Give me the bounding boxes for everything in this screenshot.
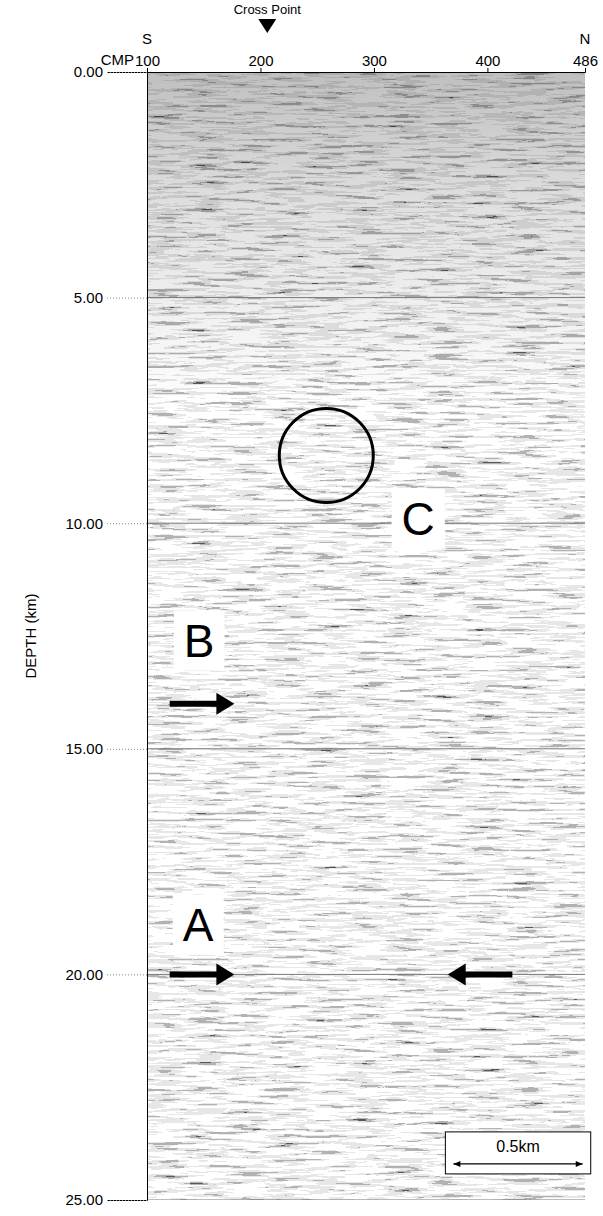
y-tick: 10.00 xyxy=(65,515,147,532)
x-tick: 300 xyxy=(362,52,387,72)
arrow-shaft xyxy=(170,971,221,977)
y-tick-mark xyxy=(107,298,147,299)
y-axis: 0.00 5.00 10.00 15.00 20.00 25.00 xyxy=(65,63,147,1208)
end-label: S xyxy=(142,30,152,47)
arrow xyxy=(170,693,235,715)
plot-area xyxy=(147,72,585,1200)
chart: A B C 0.5km 100 200 300 400 486 0.00 5.00 10.00 15.0… xyxy=(0,0,603,1216)
arrow-head xyxy=(448,963,466,985)
x-tick-label: 300 xyxy=(362,52,387,69)
y-tick: 5.00 xyxy=(74,289,147,306)
y-tick-mark xyxy=(107,974,147,975)
y-tick-mark xyxy=(107,72,147,73)
x-tick-label: 100 xyxy=(135,52,160,69)
x-tick-label: 400 xyxy=(475,52,500,69)
scale-bar-head xyxy=(453,1161,460,1167)
annotation-box xyxy=(173,895,224,955)
x-tick: 486 xyxy=(573,52,598,72)
end-label: N xyxy=(580,30,591,47)
arrow-shaft xyxy=(170,701,221,707)
y-tick-label: 25.00 xyxy=(65,1191,103,1208)
y-tick-label: 15.00 xyxy=(65,740,103,757)
x-tick-label: 200 xyxy=(248,52,273,69)
annotation: C xyxy=(392,489,445,549)
y-axis-line xyxy=(107,73,148,1201)
annotation: B xyxy=(174,611,225,671)
x-tick: 400 xyxy=(475,52,500,72)
grid-line xyxy=(147,1200,585,1201)
x-tick: 200 xyxy=(248,52,273,72)
x-axis: 100 200 300 400 486 xyxy=(135,52,598,73)
y-tick-label: 20.00 xyxy=(65,966,103,983)
y-tick-mark xyxy=(107,749,147,750)
x-tick: 100 xyxy=(135,52,160,72)
arrow-head xyxy=(216,693,234,715)
annotation-label: B xyxy=(184,615,215,667)
annotations: A B C xyxy=(173,489,445,955)
y-tick-label: 0.00 xyxy=(74,63,103,80)
y-tick-mark xyxy=(107,1200,147,1201)
grid-line xyxy=(147,523,585,524)
annotation-label: A xyxy=(183,899,214,951)
circle-marker xyxy=(279,409,373,503)
scale-bar-label: 0.5km xyxy=(496,1138,540,1155)
cross-point-marker xyxy=(258,19,276,33)
scale-bar-box xyxy=(445,1132,590,1174)
y-tick-label: 5.00 xyxy=(74,289,103,306)
x-axis-title: CMP xyxy=(101,51,134,68)
scale-bar: 0.5km xyxy=(445,1132,590,1174)
annotation-box xyxy=(392,489,445,549)
x-tick-label: 486 xyxy=(573,52,598,69)
y-tick: 25.00 xyxy=(65,1191,147,1208)
y-tick-mark xyxy=(107,523,147,524)
arrow-shaft xyxy=(462,971,513,977)
seismic-shade xyxy=(147,72,585,1200)
y-tick-label: 10.00 xyxy=(65,515,103,532)
arrow xyxy=(448,963,513,985)
plot: A B C 0.5km 100 200 300 400 486 0.00 5.00 10.00 15.0… xyxy=(65,52,598,1208)
grid-line xyxy=(147,748,585,749)
grid-line xyxy=(147,297,585,298)
annotation-box xyxy=(174,611,225,671)
y-axis-title: DEPTH (km) xyxy=(22,594,39,679)
arrow xyxy=(170,963,235,985)
seismic-texture xyxy=(147,72,585,1200)
scale-bar-head xyxy=(576,1161,583,1167)
y-tick: 15.00 xyxy=(65,740,147,757)
cross-point-label: Cross Point xyxy=(234,2,302,17)
scale-bar-line xyxy=(453,1163,582,1164)
arrow-head xyxy=(216,963,234,985)
grid-line xyxy=(147,974,585,975)
annotation: A xyxy=(173,895,224,955)
y-tick: 20.00 xyxy=(65,966,147,983)
annotation-label: C xyxy=(402,493,435,545)
